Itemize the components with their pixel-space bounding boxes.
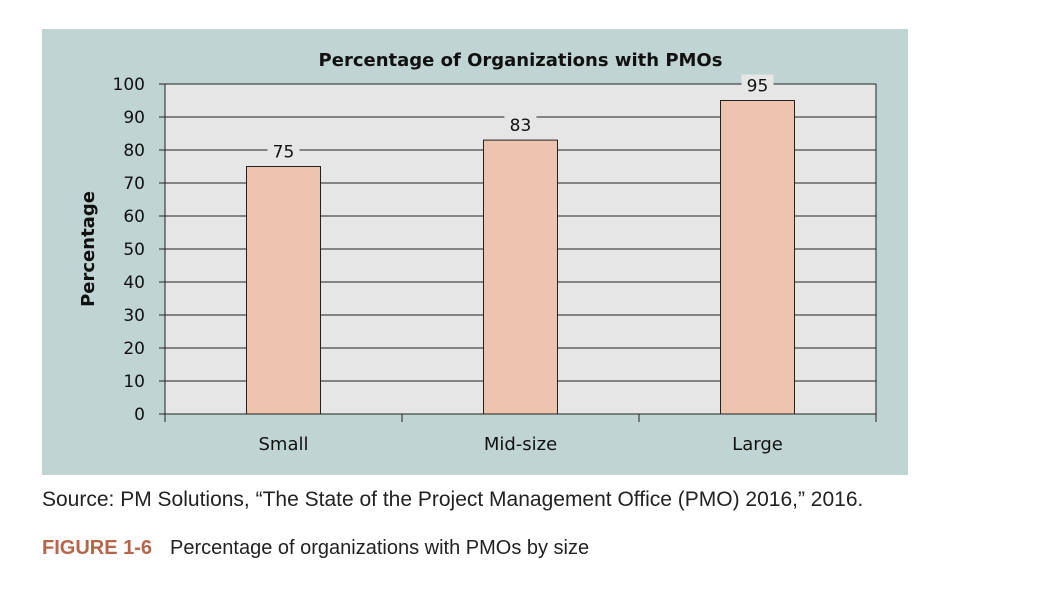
data-label-backdrop	[741, 74, 774, 95]
data-label-backdrop	[504, 114, 537, 135]
y-tick-label: 30	[123, 306, 145, 326]
y-tick-label: 20	[123, 339, 145, 359]
y-tick-label: 60	[123, 207, 145, 227]
figure-label: FIGURE 1-6	[42, 537, 153, 559]
bar-mid-size	[483, 139, 558, 415]
x-tick-label: Mid-size	[484, 434, 557, 455]
bar-chart: 0 10 20 30 40 50 60 70 80 90 100 75 Small 83 Mid-size 9…	[78, 50, 877, 455]
data-label: 95	[747, 77, 769, 97]
figure-caption-text: Percentage of organizations with PMOs by…	[170, 537, 590, 559]
x-tick-label: Large	[732, 434, 783, 455]
y-tick-label: 70	[123, 174, 145, 194]
bar-small	[246, 166, 321, 415]
y-axis-label: Percentage	[78, 191, 99, 307]
y-tick-label: 90	[123, 108, 145, 128]
chart-title: Percentage of Organizations with PMOs	[319, 50, 723, 71]
y-tick-label: 50	[123, 240, 145, 260]
y-tick-label: 0	[134, 405, 145, 425]
x-tick-label: Small	[259, 434, 309, 455]
y-tick-label: 40	[123, 273, 145, 293]
data-label: 83	[510, 116, 532, 136]
data-label-backdrop	[267, 140, 300, 161]
source-note: Source: PM Solutions, “The State of the …	[42, 488, 864, 511]
data-label: 75	[273, 143, 295, 163]
y-tick-label: 10	[123, 372, 145, 392]
y-tick-label: 100	[113, 75, 145, 95]
bar-large	[720, 100, 795, 415]
y-tick-label: 80	[123, 141, 145, 161]
figure-caption: FIGURE 1-6 Percentage of organizations wi…	[42, 537, 589, 560]
chart-panel: 0 10 20 30 40 50 60 70 80 90 100 75 Small 83 Mid-size 9…	[42, 29, 908, 475]
